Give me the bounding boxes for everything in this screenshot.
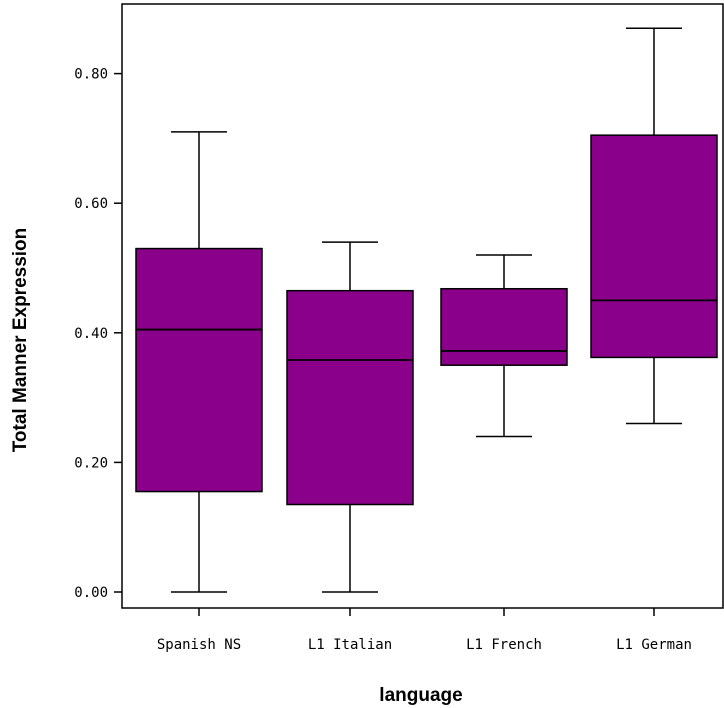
plot-frame — [121, 3, 724, 609]
box-group — [286, 241, 414, 593]
iqr-box — [590, 134, 718, 359]
iqr-box — [135, 247, 263, 493]
y-tick-label: 0.20 — [74, 455, 108, 471]
y-tick-label: 0.60 — [74, 196, 108, 212]
x-axis-title: language — [379, 685, 462, 706]
x-tick-label: L1 German — [616, 637, 692, 653]
x-tick-label: L1 French — [466, 637, 542, 653]
y-tick-label: 0.80 — [74, 67, 108, 83]
x-tick-label: Spanish NS — [157, 637, 241, 653]
iqr-box — [440, 287, 568, 366]
box-group — [135, 131, 263, 593]
y-tick-label: 0.40 — [74, 326, 108, 342]
box-group — [590, 27, 718, 425]
y-axis-title: Total Manner Expression — [10, 228, 31, 453]
iqr-box — [286, 289, 414, 506]
x-tick-label: L1 Italian — [308, 637, 392, 653]
y-tick-label: 0.00 — [74, 585, 108, 601]
box-group — [440, 254, 568, 438]
